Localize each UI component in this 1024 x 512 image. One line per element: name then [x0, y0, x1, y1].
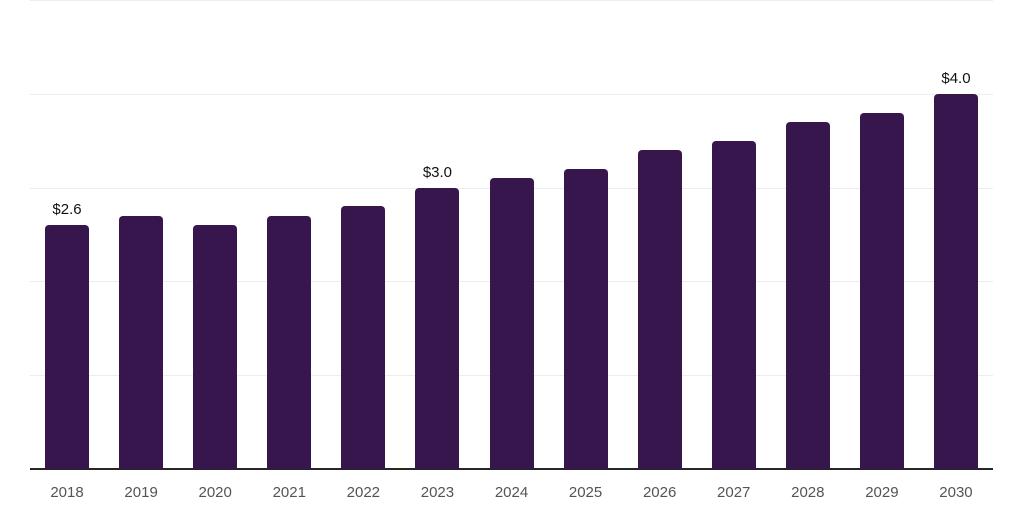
bar-2027	[712, 141, 756, 469]
x-axis-line	[30, 468, 993, 470]
bar-2021	[267, 216, 311, 469]
bar-2023	[415, 188, 459, 469]
data-label-2023: $3.0	[422, 164, 453, 181]
bar-2018	[45, 225, 89, 469]
plot-area: $2.6 2018 2019 2020 2021 2022 $3.0 2023 2024 2025…	[30, 0, 993, 501]
x-tick-2022: 2022	[346, 484, 381, 501]
bar-2024	[490, 178, 534, 469]
x-tick-2030: 2030	[939, 484, 973, 501]
x-tick-2021: 2021	[272, 484, 306, 501]
x-tick-2028: 2028	[791, 484, 825, 501]
bar-2020	[193, 225, 237, 469]
bar-2025	[564, 169, 608, 469]
x-tick-2018: 2018	[50, 484, 84, 501]
gridline-4	[30, 94, 993, 95]
bar-2022	[341, 206, 385, 469]
bar-2028	[786, 122, 830, 469]
bar-2019	[119, 216, 163, 469]
x-tick-2023: 2023	[420, 484, 455, 501]
bar-2029	[860, 113, 904, 469]
x-tick-2027: 2027	[717, 484, 751, 501]
data-label-2030: $4.0	[941, 70, 971, 87]
x-tick-2025: 2025	[568, 484, 603, 501]
data-label-2018: $2.6	[52, 201, 82, 218]
x-tick-2020: 2020	[198, 484, 232, 501]
x-tick-2019: 2019	[124, 484, 158, 501]
x-tick-2024: 2024	[494, 484, 529, 501]
bar-2026	[638, 150, 682, 469]
bar-2030	[934, 94, 978, 469]
x-tick-2029: 2029	[865, 484, 899, 501]
x-tick-2026: 2026	[642, 484, 677, 501]
gridline-5	[30, 0, 993, 1]
